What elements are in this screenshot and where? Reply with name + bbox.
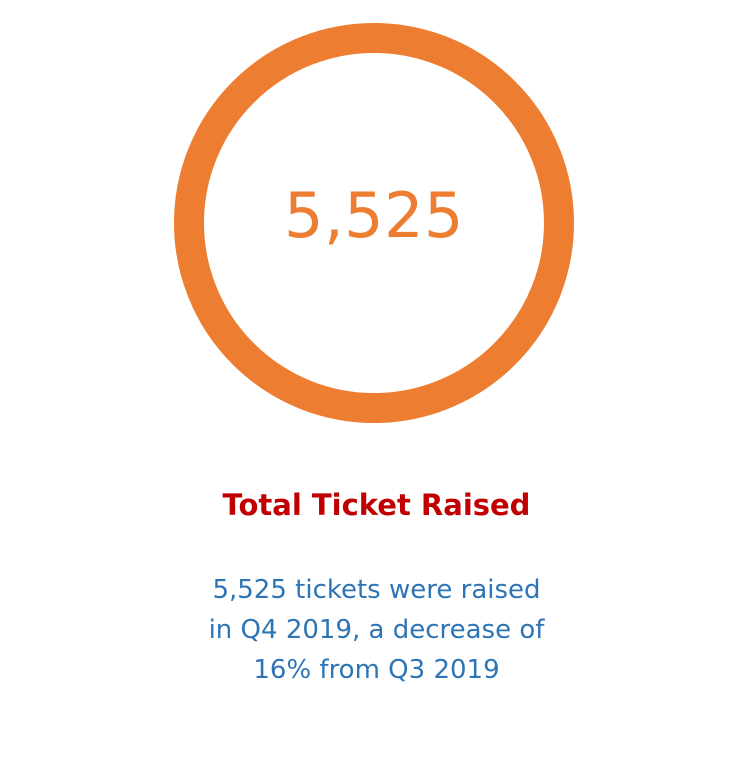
metric-description: 5,525 tickets were raised in Q4 2019, a … [208, 575, 545, 685]
metric-value: 5,525 [284, 179, 464, 252]
metric-title: Total Ticket Raised [222, 488, 531, 522]
metric-ring: 5,525 [174, 23, 574, 423]
